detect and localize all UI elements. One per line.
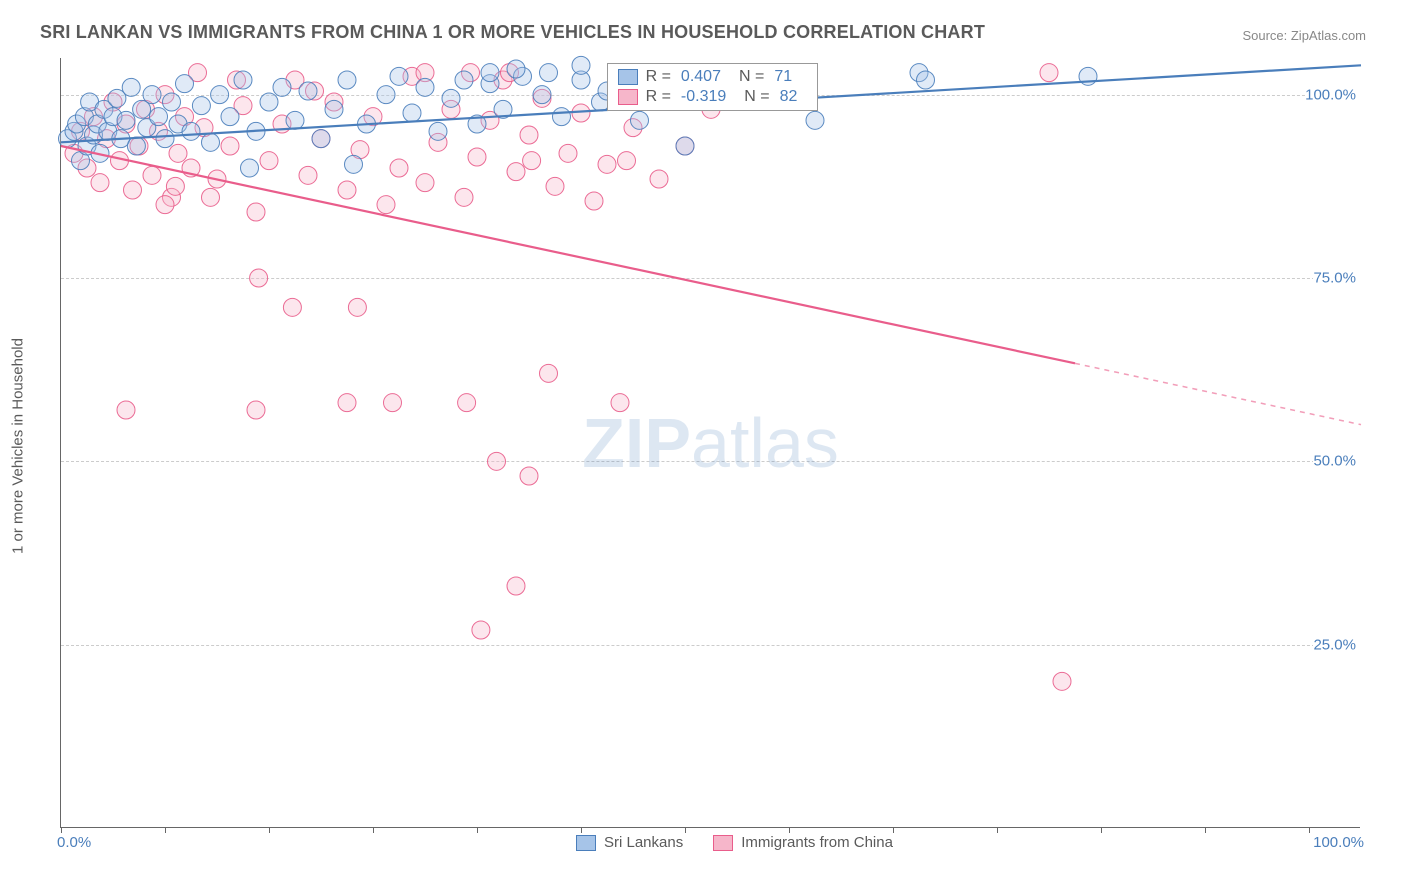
x-tick xyxy=(1205,827,1206,833)
legend: Sri Lankans Immigrants from China xyxy=(576,834,893,851)
source-label: Source: ZipAtlas.com xyxy=(1242,28,1366,43)
x-tick xyxy=(997,827,998,833)
x-tick xyxy=(61,827,62,833)
y-axis-title: 1 or more Vehicles in Household xyxy=(10,338,27,554)
x-tick xyxy=(165,827,166,833)
swatch-china-icon xyxy=(618,89,638,105)
legend-item-b: Immigrants from China xyxy=(713,834,893,851)
r-value-b: -0.319 xyxy=(681,88,726,106)
legend-label-b: Immigrants from China xyxy=(741,834,893,851)
x-tick xyxy=(581,827,582,833)
n-value-a: 71 xyxy=(774,68,792,86)
x-tick xyxy=(269,827,270,833)
r-value-a: 0.407 xyxy=(681,68,721,86)
x-tick xyxy=(373,827,374,833)
legend-item-a: Sri Lankans xyxy=(576,834,683,851)
n-value-b: 82 xyxy=(780,88,798,106)
stats-row-b: R =-0.319 N =82 xyxy=(618,88,808,106)
stats-row-a: R =0.407 N =71 xyxy=(618,68,808,86)
x-tick xyxy=(685,827,686,833)
x-tick xyxy=(477,827,478,833)
x-axis-end-label: 100.0% xyxy=(1313,834,1364,851)
x-tick xyxy=(1101,827,1102,833)
swatch-sri-lankans-icon xyxy=(576,835,596,851)
chart-title: SRI LANKAN VS IMMIGRANTS FROM CHINA 1 OR… xyxy=(40,22,985,43)
legend-label-a: Sri Lankans xyxy=(604,834,683,851)
scatter-svg xyxy=(61,58,1360,827)
x-tick xyxy=(893,827,894,833)
x-tick xyxy=(789,827,790,833)
plot-area: 25.0%50.0%75.0%100.0% ZIPatlas R =0.407 … xyxy=(60,58,1360,828)
x-tick xyxy=(1309,827,1310,833)
correlation-stats-box: R =0.407 N =71 R =-0.319 N =82 xyxy=(607,63,819,111)
swatch-sri-lankans-icon xyxy=(618,69,638,85)
swatch-china-icon xyxy=(713,835,733,851)
x-axis-start-label: 0.0% xyxy=(57,834,91,851)
